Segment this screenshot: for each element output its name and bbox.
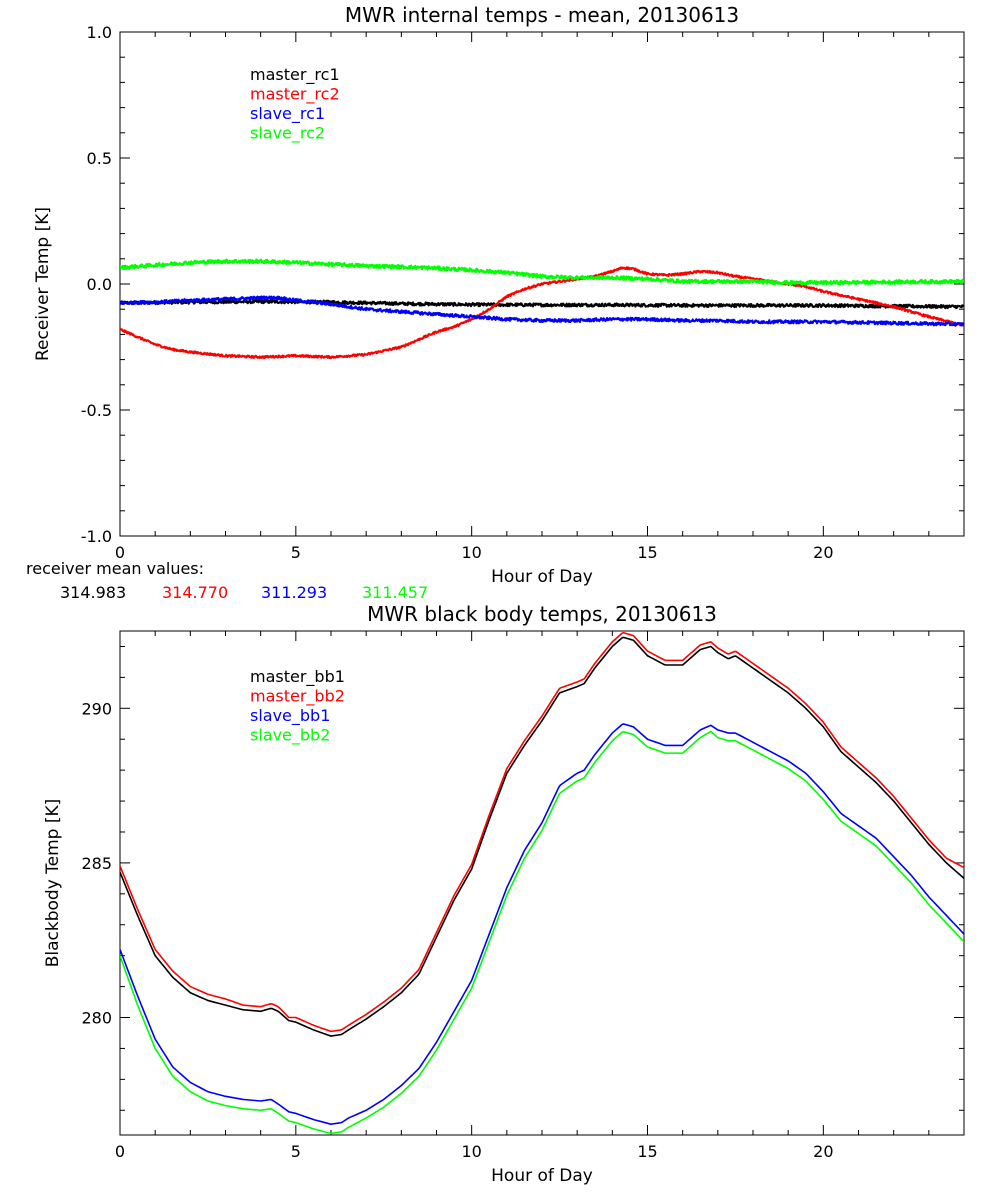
mean-value: 314.770 xyxy=(162,583,228,602)
series-lines xyxy=(120,631,964,1135)
blackbody-temps-chart: MWR black body temps, 20130613 0 5 10 15 20 2… xyxy=(43,602,965,1186)
series-line-slave_bb1 xyxy=(120,723,964,1125)
y-tick-label: 290 xyxy=(81,699,112,718)
chart-title: MWR internal temps - mean, 20130613 xyxy=(345,3,739,27)
mean-value: 311.457 xyxy=(362,583,428,602)
series-line-master_bb2 xyxy=(120,631,964,1033)
mean-value: 311.293 xyxy=(261,583,327,602)
tick-labels: 0 5 10 15 20 280 285 290 xyxy=(81,699,833,1161)
tick-labels: 0 5 10 15 20 -1.0 -0.5 0.0 0.5 1.0 xyxy=(81,23,834,562)
axis-ticks xyxy=(119,31,965,537)
x-tick-label: 0 xyxy=(115,1142,125,1161)
legend-entry-master_bb2: master_bb2 xyxy=(250,687,345,707)
chart-title: MWR black body temps, 20130613 xyxy=(367,602,717,626)
series-line-slave_bb2 xyxy=(120,730,964,1135)
legend-entry-slave_rc1: slave_rc1 xyxy=(250,104,325,124)
x-axis-label: Hour of Day xyxy=(491,1166,593,1186)
x-tick-label: 10 xyxy=(461,1142,481,1161)
legend-entry-master_rc2: master_rc2 xyxy=(250,85,340,105)
x-tick-label: 15 xyxy=(637,1142,657,1161)
y-tick-label: 285 xyxy=(81,854,112,873)
y-tick-label: 280 xyxy=(81,1009,112,1028)
internal-temps-chart: MWR internal temps - mean, 20130613 0 5 10… xyxy=(33,3,965,587)
x-tick-label: 20 xyxy=(813,1142,833,1161)
x-tick-label: 10 xyxy=(461,543,481,562)
legend-entry-master_rc1: master_rc1 xyxy=(250,65,340,85)
legend-entry-slave_bb2: slave_bb2 xyxy=(250,726,330,746)
legend-entry-slave_rc2: slave_rc2 xyxy=(250,124,325,144)
y-axis-label: Blackbody Temp [K] xyxy=(43,799,63,968)
series-line-slave_rc1 xyxy=(120,295,964,327)
legend-entry-master_bb1: master_bb1 xyxy=(250,667,345,687)
x-tick-label: 5 xyxy=(291,543,301,562)
x-tick-label: 5 xyxy=(291,1142,301,1161)
receiver-mean-values: receiver mean values: 314.983 314.770 31… xyxy=(26,559,428,602)
y-tick-label: -0.5 xyxy=(81,401,112,420)
y-tick-label: 0.5 xyxy=(87,149,112,168)
series-lines xyxy=(120,258,964,360)
x-tick-label: 20 xyxy=(813,543,833,562)
y-axis-label: Receiver Temp [K] xyxy=(33,207,53,361)
series-line-slave_rc2 xyxy=(120,258,964,286)
mean-values-label: receiver mean values: xyxy=(26,559,204,578)
y-tick-label: 1.0 xyxy=(87,23,112,42)
x-tick-label: 0 xyxy=(115,543,125,562)
x-axis-label: Hour of Day xyxy=(491,567,593,587)
y-tick-label: 0.0 xyxy=(87,275,112,294)
series-line-master_rc1 xyxy=(120,299,964,310)
y-tick-label: -1.0 xyxy=(81,527,112,546)
x-tick-label: 15 xyxy=(637,543,657,562)
legend-entry-slave_bb1: slave_bb1 xyxy=(250,706,330,726)
mean-value: 314.983 xyxy=(60,583,126,602)
series-line-master_bb1 xyxy=(120,636,964,1037)
series-line-master_rc2 xyxy=(120,266,964,360)
